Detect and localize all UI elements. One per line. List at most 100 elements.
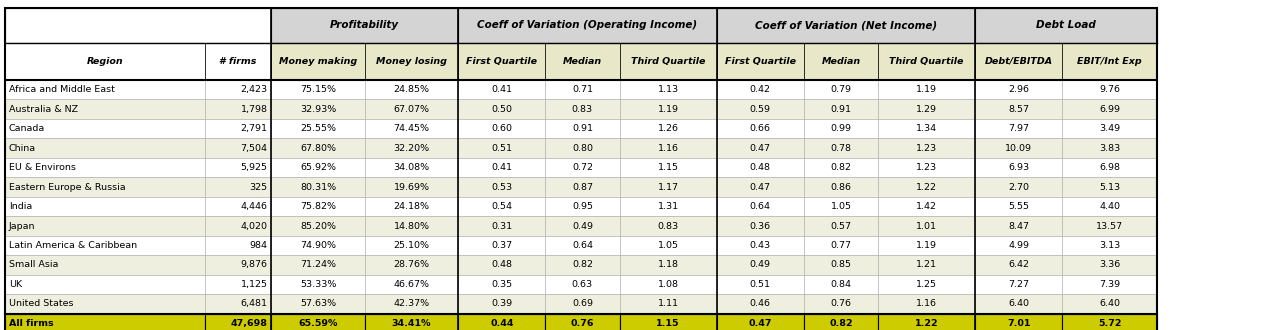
Text: 13.57: 13.57 (1096, 221, 1124, 231)
Bar (5, 8, 271, 43)
Bar (975, 80, 1062, 99)
Text: 28.76%: 28.76% (393, 260, 430, 270)
Bar (458, 43, 545, 80)
Text: 65.92%: 65.92% (300, 163, 337, 172)
Text: 0.82: 0.82 (831, 163, 851, 172)
Bar (878, 255, 975, 275)
Bar (271, 8, 458, 43)
Bar (975, 43, 1062, 80)
Text: 8.47: 8.47 (1009, 221, 1029, 231)
Bar (205, 314, 271, 330)
Text: 0.44: 0.44 (490, 319, 513, 328)
Text: 7.01: 7.01 (1007, 319, 1030, 328)
Bar (458, 158, 545, 177)
Text: 32.20%: 32.20% (393, 144, 430, 153)
Text: 75.82%: 75.82% (300, 202, 337, 211)
Text: 0.76: 0.76 (831, 299, 851, 309)
Bar (620, 314, 717, 330)
Bar (5, 138, 205, 158)
Bar (5, 216, 205, 236)
Bar (5, 314, 205, 330)
Bar (717, 119, 804, 138)
Text: 9.76: 9.76 (1100, 85, 1120, 94)
Text: 0.71: 0.71 (572, 85, 593, 94)
Bar (271, 119, 365, 138)
Text: 1.26: 1.26 (658, 124, 678, 133)
Bar (804, 99, 878, 119)
Text: Coeff of Variation (Net Income): Coeff of Variation (Net Income) (755, 20, 937, 30)
Text: 7.97: 7.97 (1009, 124, 1029, 133)
Bar (717, 255, 804, 275)
Text: 74.45%: 74.45% (393, 124, 430, 133)
Text: Eastern Europe & Russia: Eastern Europe & Russia (9, 182, 125, 192)
Bar (717, 80, 804, 99)
Text: 0.77: 0.77 (831, 241, 851, 250)
Text: Australia & NZ: Australia & NZ (9, 105, 78, 114)
Bar (365, 119, 458, 138)
Bar (205, 216, 271, 236)
Text: 0.35: 0.35 (492, 280, 512, 289)
Bar (804, 275, 878, 294)
Text: 0.47: 0.47 (749, 319, 772, 328)
Bar (365, 275, 458, 294)
Bar (205, 119, 271, 138)
Text: 5.72: 5.72 (1098, 319, 1121, 328)
Text: 0.99: 0.99 (831, 124, 851, 133)
Bar (365, 314, 458, 330)
Text: 1,125: 1,125 (241, 280, 268, 289)
Text: China: China (9, 144, 36, 153)
Bar (975, 197, 1062, 216)
Text: 4.40: 4.40 (1100, 202, 1120, 211)
Text: 0.64: 0.64 (572, 241, 593, 250)
Text: Japan: Japan (9, 221, 36, 231)
Bar (458, 99, 545, 119)
Bar (545, 177, 620, 197)
Text: 6.98: 6.98 (1100, 163, 1120, 172)
Bar (365, 294, 458, 314)
Bar (271, 236, 365, 255)
Bar (878, 43, 975, 80)
Bar (620, 275, 717, 294)
Text: 0.31: 0.31 (492, 221, 512, 231)
Text: 6.93: 6.93 (1009, 163, 1029, 172)
Bar (365, 177, 458, 197)
Bar (271, 158, 365, 177)
Bar (975, 216, 1062, 236)
Bar (878, 236, 975, 255)
Text: 0.51: 0.51 (750, 280, 771, 289)
Bar (1062, 177, 1157, 197)
Text: 0.43: 0.43 (750, 241, 771, 250)
Text: 0.53: 0.53 (492, 182, 512, 192)
Bar (271, 138, 365, 158)
Bar (271, 216, 365, 236)
Bar (271, 177, 365, 197)
Text: Money making: Money making (279, 57, 357, 66)
Text: 325: 325 (250, 182, 268, 192)
Bar (878, 314, 975, 330)
Bar (620, 119, 717, 138)
Text: 57.63%: 57.63% (300, 299, 337, 309)
Text: 2,791: 2,791 (241, 124, 268, 133)
Bar (5, 255, 205, 275)
Bar (271, 314, 365, 330)
Text: Median: Median (563, 57, 602, 66)
Text: 3.49: 3.49 (1100, 124, 1120, 133)
Bar (1062, 43, 1157, 80)
Bar (975, 255, 1062, 275)
Bar (804, 255, 878, 275)
Text: 0.46: 0.46 (750, 299, 771, 309)
Text: 67.80%: 67.80% (300, 144, 337, 153)
Text: 19.69%: 19.69% (393, 182, 430, 192)
Bar (1062, 314, 1157, 330)
Bar (804, 43, 878, 80)
Text: 1.17: 1.17 (658, 182, 678, 192)
Text: 25.10%: 25.10% (393, 241, 430, 250)
Bar (205, 275, 271, 294)
Bar (1062, 294, 1157, 314)
Text: 0.57: 0.57 (831, 221, 851, 231)
Text: 0.66: 0.66 (750, 124, 771, 133)
Bar (1062, 255, 1157, 275)
Text: 0.83: 0.83 (572, 105, 593, 114)
Text: 0.48: 0.48 (492, 260, 512, 270)
Text: 0.37: 0.37 (492, 241, 512, 250)
